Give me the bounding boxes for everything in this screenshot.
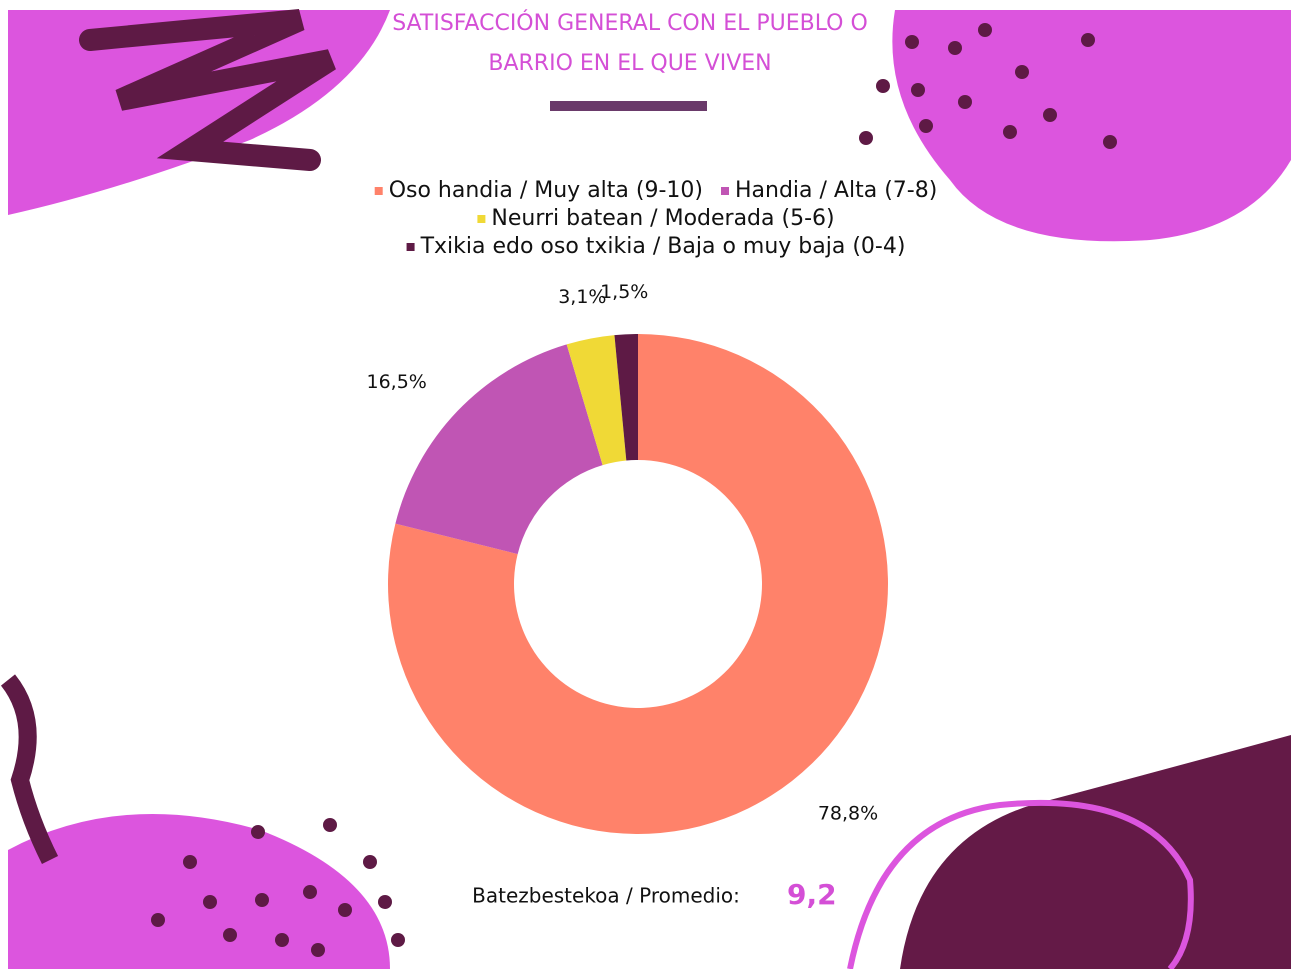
data-label: 3,1% [558, 286, 606, 308]
data-label: 78,8% [818, 803, 878, 825]
donut-slice [566, 335, 627, 466]
annotation-value: 9,2 [787, 878, 837, 911]
legend-label: Oso handia / Muy alta (9-10) [389, 178, 703, 203]
chart-title: SATISFACCIÓN GENERAL CON EL PUEBLO O BAR… [392, 11, 868, 76]
data-label: 16,5% [367, 371, 427, 393]
data-label: 1,5% [600, 281, 648, 303]
legend-label: Txikia edo oso txikia / Baja o muy baja … [420, 234, 906, 259]
legend-swatch [477, 215, 486, 223]
donut-slice [395, 344, 603, 555]
legend-label: Neurri batean / Moderada (5-6) [491, 206, 834, 231]
legend-label: Handia / Alta (7-8) [735, 178, 937, 203]
decoration [0, 9, 1291, 969]
legend-swatch [406, 243, 415, 251]
donut-slice [388, 334, 888, 835]
donut-slice [614, 334, 638, 461]
legend-swatch [374, 187, 383, 195]
legend-swatch [721, 187, 729, 195]
annotation-text: Batezbestekoa / Promedio: [472, 884, 740, 908]
